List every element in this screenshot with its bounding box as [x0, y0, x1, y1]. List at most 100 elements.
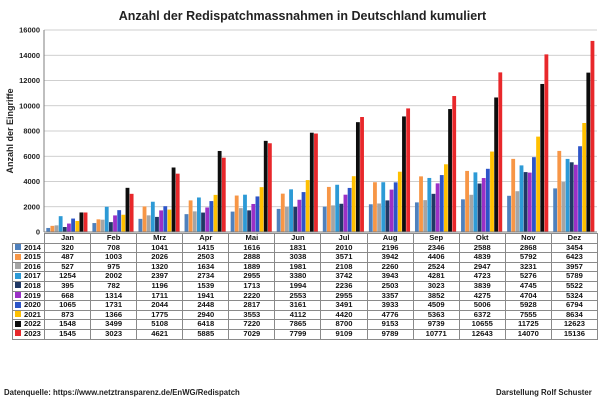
data-label-2018-Jan: 395: [43, 280, 92, 292]
legend-swatch: [15, 292, 21, 299]
bar-2017-Jul: [335, 184, 340, 232]
bar-2022-Jun: [309, 132, 314, 232]
bar-2022-Feb: [125, 187, 130, 232]
data-label-2019-Sep: 3852: [412, 290, 460, 302]
bar-2020-Aug: [393, 182, 398, 232]
x-tick-label-Sep: Sep: [412, 233, 460, 244]
legend-entry-2022: 2022: [12, 319, 45, 330]
chart-title: Anzahl der Redispatchmassnahmen in Deuts…: [118, 9, 487, 23]
data-label-2021-Dez: 8634: [550, 309, 598, 321]
data-label-2020-Jul: 3491: [320, 300, 368, 311]
data-label-2021-Mai: 3553: [228, 309, 276, 321]
data-label-2017-Jan: 1254: [43, 271, 92, 282]
data-label-2022-Jan: 1548: [43, 319, 92, 330]
legend-entry-2020: 2020: [12, 300, 45, 311]
bar-2019-Dez: [573, 164, 578, 232]
author-credit: Darstellung Rolf Schuster: [496, 388, 592, 397]
data-label-2023-Apr: 5885: [182, 328, 230, 340]
bar-2021-Sep: [444, 164, 448, 232]
bar-2022-Jan: [79, 212, 84, 232]
data-label-2018-Aug: 2503: [366, 280, 414, 292]
bar-2021-Dez: [582, 123, 587, 232]
data-label-2022-Apr: 6418: [182, 319, 230, 330]
data-label-2017-Mrz: 2397: [136, 271, 184, 282]
bar-2022-Sep: [448, 109, 452, 232]
data-label-2022-Okt: 10655: [458, 319, 506, 330]
data-label-2023-Dez: 15136: [550, 328, 598, 340]
bar-2014-Nov: [507, 195, 511, 232]
bar-2015-Okt: [465, 170, 470, 232]
data-label-2019-Mrz: 1711: [136, 290, 184, 302]
data-label-2016-Mrz: 1320: [136, 261, 184, 273]
data-label-2018-Okt: 3839: [458, 280, 506, 292]
bar-2021-Nov: [536, 136, 540, 232]
data-label-2016-Nov: 3231: [504, 261, 552, 273]
legend-label: 2017: [24, 271, 41, 281]
data-label-2016-Apr: 1634: [182, 261, 230, 273]
bar-2015-Aug: [373, 182, 377, 232]
data-label-2016-Okt: 2947: [458, 261, 506, 273]
bar-2019-Nov: [527, 172, 532, 232]
bar-2014-Dez: [553, 188, 558, 232]
bar-2022-Dez: [586, 72, 591, 232]
data-label-2015-Feb: 1003: [90, 252, 138, 263]
data-label-2018-Apr: 1539: [182, 280, 230, 292]
legend-entry-2019: 2019: [12, 290, 45, 302]
data-label-2020-Mai: 2817: [228, 300, 276, 311]
data-label-2023-Aug: 9789: [366, 328, 414, 340]
bar-2021-Jul: [351, 176, 356, 232]
data-label-2020-Okt: 5006: [458, 300, 506, 311]
legend-entry-2018: 2018: [12, 280, 45, 292]
bar-2015-Dez: [557, 150, 562, 232]
legend-label: 2022: [24, 319, 41, 329]
legend-entry-2023: 2023: [12, 328, 45, 340]
x-tick-label-Dez: Dez: [550, 233, 598, 244]
bar-2018-Mrz: [155, 216, 159, 232]
data-label-2023-Okt: 12643: [458, 328, 506, 340]
legend-swatch: [15, 272, 21, 279]
bar-2018-Okt: [477, 183, 482, 232]
data-label-2021-Feb: 1366: [90, 309, 138, 321]
data-label-2021-Aug: 4776: [366, 309, 414, 321]
bar-2016-Feb: [100, 219, 105, 232]
bar-2016-Mrz: [146, 215, 151, 232]
x-tick-label-Okt: Okt: [458, 233, 506, 244]
bar-2021-Feb: [121, 214, 126, 232]
bar-2023-Okt: [498, 72, 503, 232]
data-label-2022-Jun: 7865: [274, 319, 322, 330]
bar-2016-Apr: [192, 211, 197, 232]
bar-2018-Jun: [293, 206, 298, 232]
legend-label: 2021: [24, 310, 41, 319]
data-label-2019-Jul: 2955: [320, 290, 368, 302]
bar-2014-Okt: [461, 199, 465, 232]
data-label-2021-Jul: 4420: [320, 309, 368, 321]
bar-2016-Jul: [331, 205, 335, 232]
legend-label: 2019: [24, 291, 41, 300]
y-tick-label-5: 10000: [19, 101, 40, 110]
data-label-2016-Sep: 2524: [412, 261, 460, 273]
bar-2018-Dez: [569, 162, 574, 232]
data-label-2019-Dez: 5324: [550, 290, 598, 302]
data-label-2020-Sep: 4509: [412, 300, 460, 311]
legend-swatch: [15, 330, 21, 337]
x-tick-label-Mai: Mai: [228, 233, 276, 244]
bar-2016-Nov: [515, 191, 520, 232]
data-label-2019-Mai: 2220: [228, 290, 276, 302]
data-label-2014-Dez: 3454: [550, 242, 598, 254]
bar-2019-Sep: [435, 183, 440, 232]
bar-2017-Mai: [243, 194, 247, 232]
data-label-2019-Apr: 1941: [182, 290, 230, 302]
bar-2014-Jul: [322, 206, 327, 232]
bar-2018-Jul: [339, 203, 344, 232]
data-label-2020-Nov: 5928: [504, 300, 552, 311]
data-label-2016-Dez: 3957: [550, 261, 598, 273]
bar-2017-Sep: [427, 177, 432, 232]
data-label-2017-Apr: 2734: [182, 271, 230, 282]
bar-2021-Jun: [305, 180, 310, 232]
data-label-2019-Okt: 4275: [458, 290, 506, 302]
bar-2020-Okt: [485, 168, 490, 232]
bar-2021-Apr: [213, 194, 218, 232]
bar-2016-Jun: [285, 206, 289, 232]
data-label-2016-Jan: 527: [43, 261, 92, 273]
bar-2023-Jul: [360, 117, 364, 232]
